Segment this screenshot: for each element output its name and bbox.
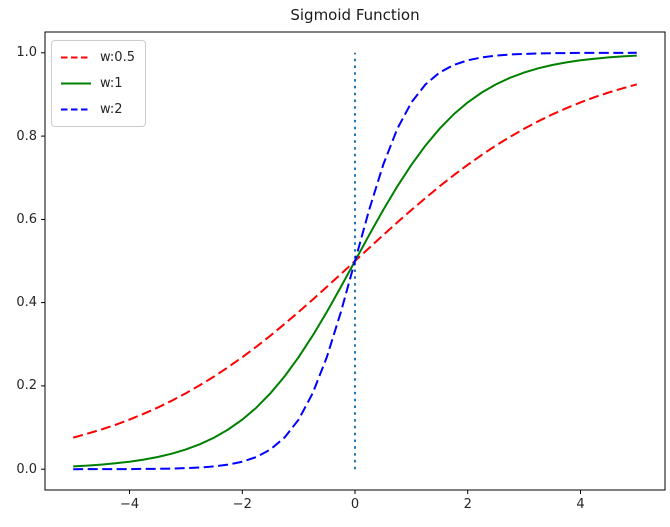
legend-item: w:0.5 (61, 48, 135, 67)
y-tick-label: 0.8 (16, 128, 37, 144)
chart-title: Sigmoid Function (290, 6, 420, 24)
x-tick-label: −4 (119, 497, 140, 512)
x-tick-label: 0 (350, 497, 360, 512)
y-tick-label: 0.6 (16, 211, 37, 227)
x-tick-label: −2 (232, 497, 252, 512)
legend-label: w:1 (100, 76, 123, 91)
y-tick-label: 0.2 (16, 378, 37, 394)
legend: w:0.5 w:1 w:2 (51, 40, 146, 127)
series-line-w2 (73, 51, 637, 471)
y-tick-label: 0.4 (16, 295, 37, 311)
legend-item: w:2 (61, 100, 135, 119)
y-tick-label: 1.0 (16, 45, 37, 61)
legend-label: w:0.5 (100, 50, 135, 65)
legend-item: w:1 (61, 74, 135, 93)
legend-line-sample (61, 108, 91, 111)
x-tick-label: 2 (463, 497, 472, 512)
x-tick-label: 4 (576, 497, 585, 512)
legend-line-sample (61, 56, 91, 59)
y-tick-label: 0.0 (16, 461, 37, 477)
legend-label: w:2 (100, 102, 123, 117)
legend-line-sample (61, 82, 91, 85)
